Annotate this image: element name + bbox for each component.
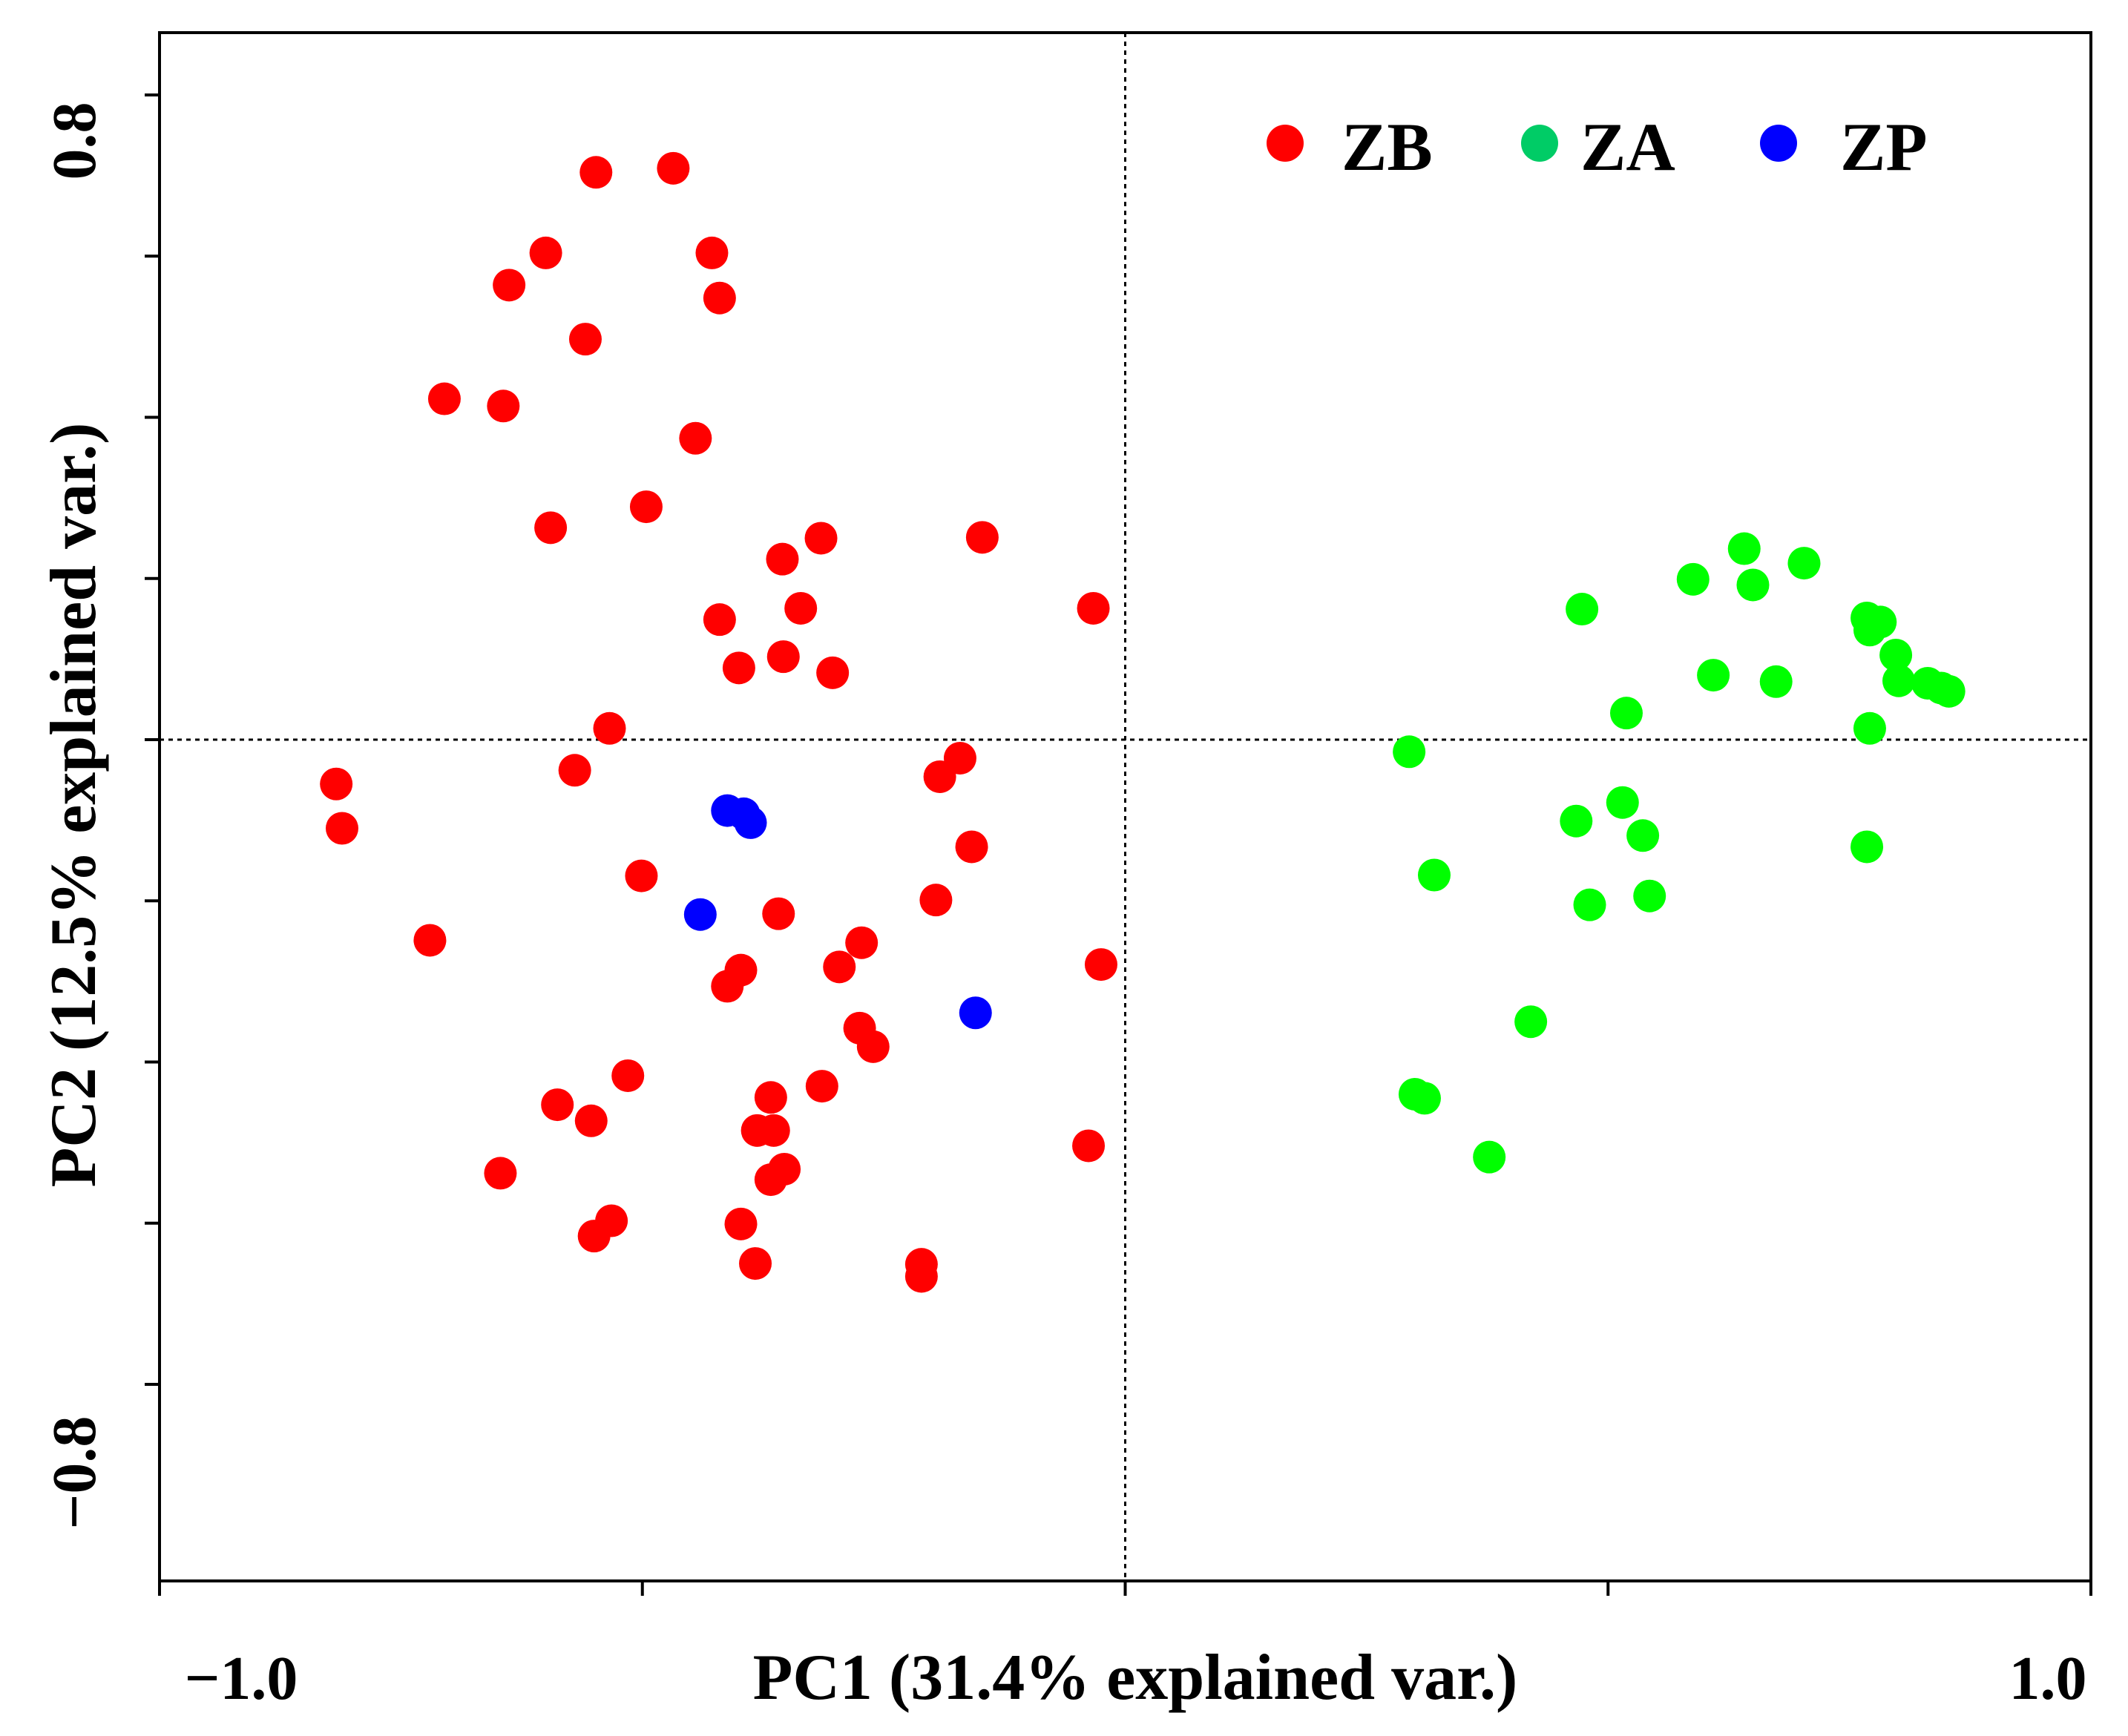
data-point-zb <box>722 651 755 685</box>
data-point-zb <box>1084 948 1117 982</box>
data-point-za <box>1473 1140 1506 1174</box>
data-point-za <box>1879 638 1913 671</box>
data-point-zb <box>679 421 712 455</box>
data-point-za <box>1606 786 1639 819</box>
data-point-zb <box>325 812 358 845</box>
data-point-zb <box>574 1104 608 1137</box>
data-point-zb <box>629 490 663 524</box>
data-point-zb <box>484 1157 517 1190</box>
data-point-zp <box>683 898 717 931</box>
data-point-za <box>1932 674 1966 708</box>
data-point-za <box>1882 664 1916 697</box>
data-point-za <box>1633 879 1666 913</box>
data-point-zb <box>762 897 795 930</box>
data-point-zb <box>766 542 799 576</box>
data-point-za <box>1514 1005 1548 1039</box>
data-point-zb <box>657 151 690 185</box>
data-point-zb <box>923 760 956 793</box>
data-point-za <box>1408 1082 1441 1115</box>
data-point-zp <box>959 996 992 1030</box>
data-point-za <box>1697 659 1730 692</box>
data-point-zb <box>1077 591 1110 625</box>
data-point-zb <box>534 511 568 545</box>
data-point-zb <box>541 1088 574 1122</box>
data-point-zb <box>320 767 353 800</box>
data-point-za <box>1573 888 1606 921</box>
data-point-za <box>1417 858 1451 892</box>
data-point-za <box>1759 665 1793 698</box>
x-tick-label-min: −1.0 <box>185 1644 298 1713</box>
x-axis-label: PC1 (31.4% explained var.) <box>753 1642 1518 1714</box>
data-point-zb <box>593 711 626 745</box>
data-point-za <box>1736 568 1770 602</box>
legend-marker-zb <box>1267 125 1304 162</box>
data-point-za <box>1850 830 1884 864</box>
data-point-zp <box>734 806 767 839</box>
legend-marker-za <box>1521 125 1558 162</box>
y-axis-label: PC2 (12.5% explained var.) <box>38 423 110 1188</box>
data-point-zb <box>724 1207 758 1240</box>
legend-label-zp: ZP <box>1840 109 1928 185</box>
legend: ZB ZA ZP <box>1267 109 1928 185</box>
data-point-za <box>1853 711 1886 745</box>
data-point-zb <box>558 754 591 787</box>
data-point-zb <box>816 656 850 689</box>
data-points <box>320 151 1966 1293</box>
data-point-zb <box>804 522 838 555</box>
legend-label-zb: ZB <box>1342 109 1433 185</box>
y-tick-label-min: −0.8 <box>40 1416 109 1530</box>
data-point-zb <box>754 1163 787 1197</box>
y-tick-label-max: 0.8 <box>40 102 109 180</box>
y-axis-ticks <box>145 93 160 1386</box>
data-point-za <box>1560 804 1593 838</box>
data-point-za <box>1676 562 1710 596</box>
data-point-zb <box>904 1260 938 1293</box>
data-point-za <box>1853 614 1886 647</box>
x-axis-ticks <box>158 1581 2092 1596</box>
legend-marker-zp <box>1760 125 1797 162</box>
legend-label-za: ZA <box>1580 109 1675 185</box>
data-point-zb <box>703 603 736 637</box>
data-point-zb <box>784 591 818 625</box>
data-point-zb <box>611 1059 645 1092</box>
data-point-za <box>1393 735 1426 769</box>
data-point-zb <box>823 950 856 984</box>
data-point-zb <box>695 236 729 269</box>
data-point-zb <box>766 640 800 674</box>
data-point-zb <box>711 970 744 1003</box>
data-point-zb <box>805 1070 838 1103</box>
data-point-zb <box>739 1247 772 1280</box>
data-point-zb <box>856 1030 890 1063</box>
data-point-zb <box>757 1114 790 1147</box>
data-point-zb <box>703 281 736 315</box>
data-point-zb <box>577 1220 611 1253</box>
data-point-za <box>1626 819 1660 852</box>
data-point-za <box>1566 593 1599 626</box>
data-point-zb <box>568 323 602 356</box>
data-point-zb <box>845 926 879 959</box>
data-point-zb <box>493 269 526 302</box>
data-point-zb <box>487 389 520 423</box>
data-point-za <box>1609 697 1643 730</box>
data-point-zb <box>955 830 988 864</box>
x-tick-label-max: 1.0 <box>2009 1644 2087 1713</box>
data-point-zb <box>919 884 953 917</box>
data-point-zb <box>625 859 658 892</box>
data-point-zb <box>579 156 613 189</box>
data-point-za <box>1727 532 1761 565</box>
data-point-zb <box>427 382 461 415</box>
data-point-zb <box>754 1081 787 1114</box>
data-point-zb <box>965 521 999 554</box>
data-point-zb <box>1072 1129 1106 1163</box>
data-point-za <box>1787 547 1821 580</box>
data-point-zb <box>529 236 562 269</box>
data-point-zb <box>413 924 447 957</box>
